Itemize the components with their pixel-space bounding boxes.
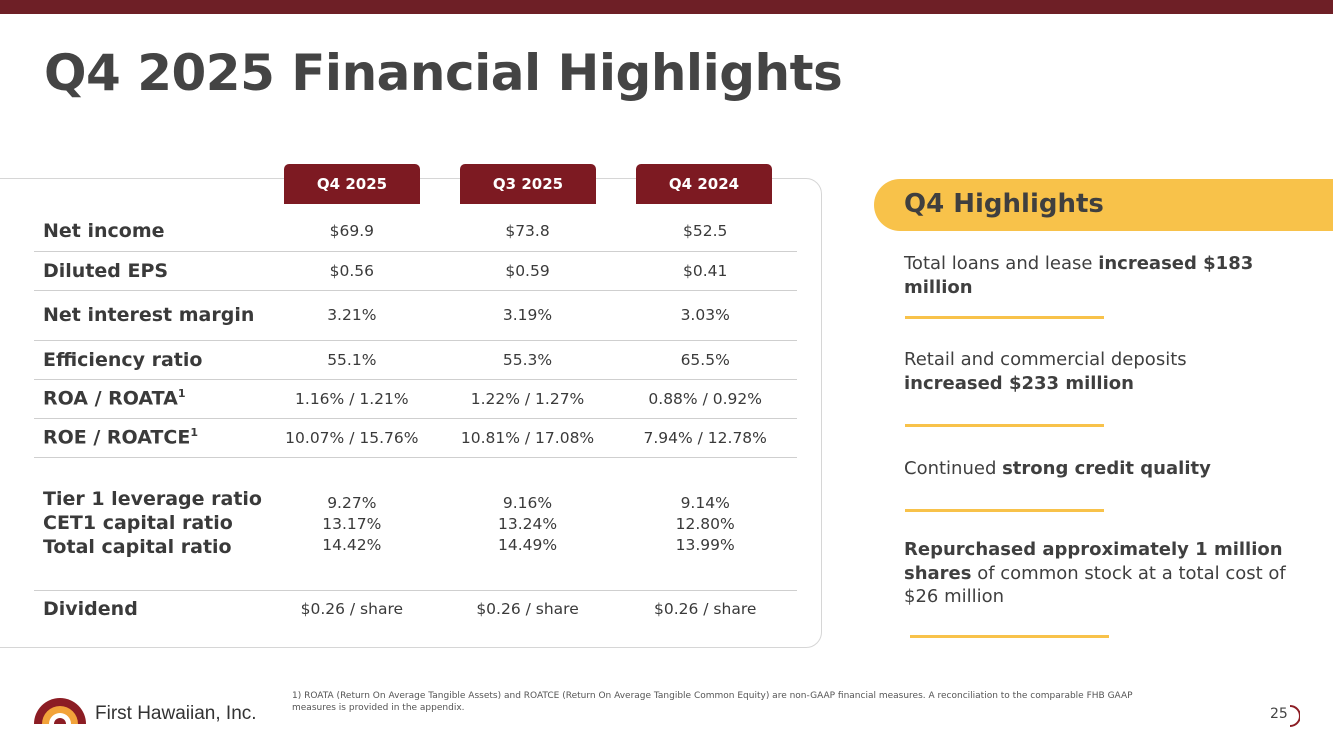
capital-labels: Tier 1 leverage ratio CET1 capital ratio… (34, 457, 262, 591)
cell-value: $73.8 (441, 212, 614, 252)
highlight-item-loans: Total loans and lease increased $183 mil… (904, 252, 1299, 299)
top-accent-bar (0, 0, 1333, 14)
footnote-marker: 1 (177, 387, 186, 401)
footnote-marker: 1 (190, 426, 198, 440)
row-label: Efficiency ratio (34, 340, 262, 380)
cell-value: 9.27% (327, 493, 377, 512)
row-label: CET1 capital ratio (43, 512, 233, 534)
cell-value: 1.16% / 1.21% (261, 379, 442, 419)
cell-value: 3.19% (441, 290, 614, 341)
highlight-item-credit: Continued strong credit quality (904, 457, 1299, 481)
row-label: Total capital ratio (43, 536, 232, 558)
cell-value: $69.9 (261, 212, 442, 252)
cell-value: 3.21% (261, 290, 442, 341)
cell-value: 7.94% / 12.78% (613, 418, 797, 458)
cell-value: 9.14% (680, 493, 730, 512)
cell-value: 55.3% (441, 340, 614, 380)
cell-value: 13.17% (322, 514, 382, 533)
row-label: Diluted EPS (34, 251, 262, 291)
table-row-dividend: Dividend $0.26 / share $0.26 / share $0.… (34, 590, 797, 628)
cell-value: $0.26 / share (300, 600, 404, 619)
cell-value: $0.59 (441, 251, 614, 291)
highlight-emphasis: increased $183 million (904, 253, 1254, 298)
financial-metrics-table: Net income $69.9 $73.8 $52.5 Diluted EPS… (34, 212, 797, 628)
cell-value: $0.41 (613, 251, 797, 291)
highlight-item-deposits: Retail and commercial deposits increased… (904, 348, 1299, 395)
cell-value: 13.24% (497, 514, 558, 533)
row-label-text: ROA / ROATA (43, 387, 178, 410)
cell-value: 10.81% / 17.08% (441, 418, 614, 458)
highlight-divider (905, 316, 1104, 319)
cell-value: 0.88% / 0.92% (613, 379, 797, 419)
company-name: First Hawaiian, Inc. (95, 703, 257, 724)
highlight-emphasis: increased $233 million (904, 372, 1134, 394)
cell-value: 14.42% (322, 535, 382, 554)
cell-value: 10.07% / 15.76% (261, 418, 442, 458)
cell-value: 1.22% / 1.27% (441, 379, 614, 419)
cell-value: $0.56 (261, 251, 442, 291)
highlight-divider (905, 509, 1104, 512)
cell-value: 13.99% (675, 535, 735, 554)
highlight-text: Total loans and lease (904, 253, 1099, 274)
table-row-efficiency-ratio: Efficiency ratio 55.1% 55.3% 65.5% (34, 340, 797, 380)
column-header-q4-2025: Q4 2025 (284, 164, 420, 204)
capital-values-q4-2024: 9.14% 12.80% 13.99% (613, 457, 797, 591)
highlight-text: Continued (904, 458, 1003, 479)
table-row-net-interest-margin: Net interest margin 3.21% 3.19% 3.03% (34, 290, 797, 341)
highlight-item-repurchase: Repurchased approximately 1 million shar… (904, 538, 1299, 609)
cell-value: 14.49% (497, 535, 558, 554)
cell-value: 9.16% (502, 493, 553, 512)
highlight-emphasis: Repurchased approximately 1 million shar… (904, 539, 1283, 584)
table-row-capital-ratios: Tier 1 leverage ratio CET1 capital ratio… (34, 457, 797, 591)
column-header-q3-2025: Q3 2025 (460, 164, 596, 204)
row-label: ROE / ROATCE1 (34, 418, 262, 458)
row-label: Dividend (43, 598, 138, 621)
highlight-divider (910, 635, 1109, 638)
cell-value: $0.26 / share (476, 600, 579, 619)
row-label: Net income (34, 212, 262, 252)
highlights-banner (874, 179, 1333, 231)
highlight-emphasis: strong credit quality (1002, 458, 1211, 479)
highlight-text: Retail and commercial deposits (904, 349, 1187, 370)
highlights-title: Q4 Highlights (904, 189, 1104, 219)
cell-value: 12.80% (675, 514, 735, 533)
page-number: 25 (1270, 706, 1288, 722)
table-row-roa-roata: ROA / ROATA1 1.16% / 1.21% 1.22% / 1.27%… (34, 379, 797, 419)
row-label-text: ROE / ROATCE (43, 426, 191, 449)
page-number-arc-icon (1289, 705, 1300, 727)
first-hawaiian-logo-icon (34, 698, 86, 724)
cell-value: $52.5 (613, 212, 797, 252)
highlight-text: of common stock at a total cost of $26 m… (904, 562, 1286, 608)
capital-values-q3-2025: 9.16% 13.24% 14.49% (441, 457, 614, 591)
row-label: Net interest margin (34, 290, 262, 341)
capital-values-q4-2025: 9.27% 13.17% 14.42% (261, 457, 442, 591)
cell-value: $0.26 / share (653, 600, 757, 619)
cell-value: 65.5% (613, 340, 797, 380)
highlight-divider (905, 424, 1104, 427)
cell-value: 3.03% (613, 290, 797, 341)
table-row-net-income: Net income $69.9 $73.8 $52.5 (34, 212, 797, 252)
table-row-roe-roatce: ROE / ROATCE1 10.07% / 15.76% 10.81% / 1… (34, 418, 797, 458)
page-title: Q4 2025 Financial Highlights (44, 44, 843, 102)
row-label: Tier 1 leverage ratio (43, 488, 262, 510)
table-row-diluted-eps: Diluted EPS $0.56 $0.59 $0.41 (34, 251, 797, 291)
footnote: 1) ROATA (Return On Average Tangible Ass… (292, 691, 1133, 713)
row-label: ROA / ROATA1 (34, 379, 262, 419)
column-header-q4-2024: Q4 2024 (636, 164, 772, 204)
cell-value: 55.1% (261, 340, 442, 380)
